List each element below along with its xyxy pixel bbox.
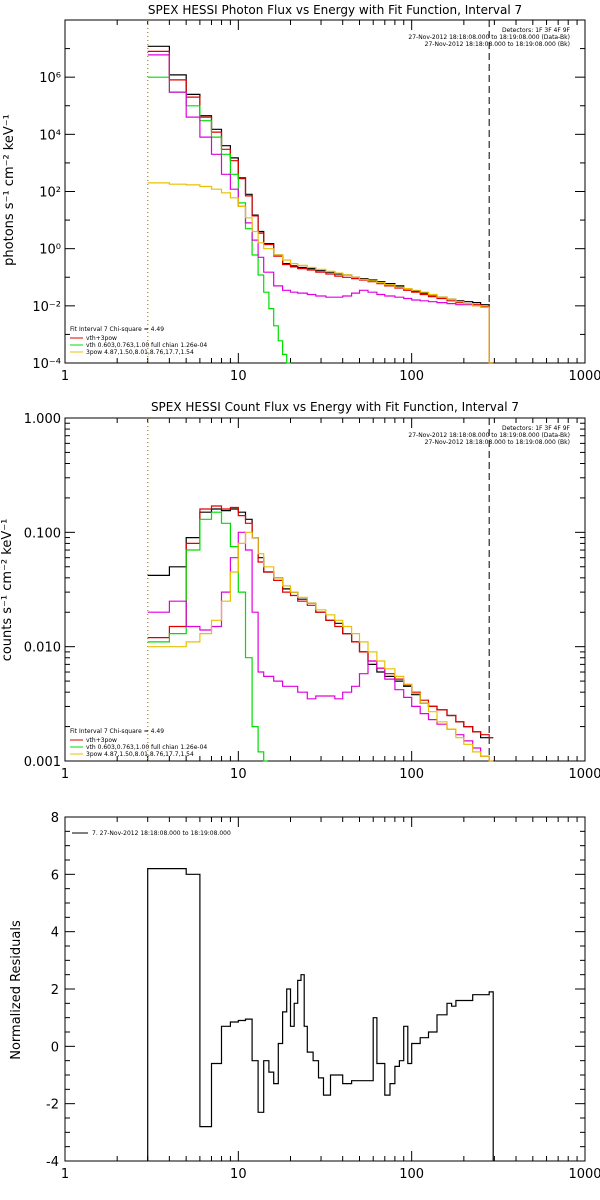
x-tick-label: 10	[230, 1167, 247, 1182]
x-tick-label: 100	[399, 767, 424, 782]
info-bk: 27-Nov-2012 18:18:08.000 to 18:19:08.000…	[425, 41, 570, 48]
fit-legend-model: vth+3pow	[86, 737, 117, 744]
y-tick-label: 1.000	[24, 412, 61, 427]
info-detectors: Detectors: 1F 3F 4F 9F	[502, 425, 571, 432]
count-flux-ylabel: counts s⁻¹ cm⁻² keV⁻¹	[0, 519, 15, 662]
y-tick-label: 0.100	[24, 526, 61, 541]
y-tick-label: 10⁻⁴	[32, 357, 61, 372]
y-tick-label: 0	[51, 1040, 59, 1055]
fit-legend-header: Fit Interval 7 Chi-square = 4.49	[70, 728, 164, 735]
y-tick-label: -4	[46, 1155, 59, 1170]
y-tick-label: -2	[46, 1098, 59, 1113]
y-tick-label: 0.001	[24, 755, 61, 770]
info-data-bk: 27-Nov-2012 18:18:08.000 to 18:19:08.000…	[408, 34, 570, 41]
fit-legend-3pow: 3pow 4.87,1.50,8.01,8.76,17.7,1.54	[86, 349, 194, 356]
series-line-4	[147, 531, 494, 762]
x-tick-label: 100	[399, 1167, 424, 1182]
x-tick-label: 1	[61, 369, 69, 384]
count-flux-panel: SPEX HESSI Count Flux vs Energy with Fit…	[0, 400, 600, 782]
info-bk: 27-Nov-2012 18:18:08.000 to 18:19:08.000…	[425, 439, 570, 446]
x-tick-label: 1000	[568, 1167, 600, 1182]
residuals-legend-label: 7. 27-Nov-2012 18:18:08.000 to 18:19:08.…	[92, 830, 231, 837]
photon-flux-panel: SPEX HESSI Photon Flux vs Energy with Fi…	[2, 3, 600, 384]
x-tick-label: 1000	[568, 369, 600, 384]
x-tick-label: 1000	[568, 767, 600, 782]
x-tick-label: 100	[399, 369, 424, 384]
series-line-0	[147, 45, 494, 364]
y-tick-label: 2	[51, 983, 59, 998]
y-tick-label: 10²	[39, 186, 61, 201]
photon-flux-ylabel: photons s⁻¹ cm⁻² keV⁻¹	[2, 114, 17, 266]
x-tick-label: 10	[230, 767, 247, 782]
fit-legend-vth: vth 0.603,0.763,1.00 full chian 1.26e-04	[86, 744, 207, 751]
plot-frame	[64, 19, 586, 364]
series-line-1	[147, 505, 494, 739]
fit-legend-model: vth+3pow	[86, 335, 117, 342]
plot-frame	[64, 816, 586, 1162]
series-line-2	[147, 511, 268, 762]
residuals-panel: Normalized Residuals 1 10 100 1000 -4 -2 0 2 4 6 8…	[9, 811, 600, 1182]
series-line-3	[147, 531, 494, 762]
residuals-ylabel: Normalized Residuals	[9, 920, 24, 1060]
photon-flux-title: SPEX HESSI Photon Flux vs Energy with Fi…	[148, 3, 522, 17]
series-line-0	[147, 868, 494, 1161]
fit-legend-header: Fit Interval 7 Chi-square = 4.49	[70, 326, 164, 333]
info-detectors: Detectors: 1F 3F 4F 9F	[502, 27, 571, 34]
y-tick-label: 0.010	[24, 641, 61, 656]
y-tick-label: 10⁰	[39, 243, 61, 258]
plot-frame	[64, 417, 586, 762]
y-tick-label: 4	[51, 926, 59, 941]
info-data-bk: 27-Nov-2012 18:18:08.000 to 18:19:08.000…	[408, 432, 570, 439]
x-tick-label: 1	[61, 1167, 69, 1182]
count-flux-title: SPEX HESSI Count Flux vs Energy with Fit…	[151, 400, 519, 414]
y-tick-label: 6	[51, 868, 59, 883]
x-tick-label: 1	[61, 767, 69, 782]
y-tick-label: 10⁻²	[32, 300, 61, 315]
fit-legend-3pow: 3pow 4.87,1.50,8.01,8.76,17.7,1.54	[86, 751, 194, 758]
series-line-2	[147, 76, 291, 364]
series-line-4	[147, 182, 494, 364]
x-tick-label: 10	[230, 369, 247, 384]
y-tick-label: 10⁴	[39, 128, 61, 143]
series-line-1	[147, 50, 494, 364]
series-line-3	[147, 54, 494, 364]
y-tick-label: 8	[51, 811, 59, 826]
y-tick-label: 10⁶	[39, 71, 61, 86]
fit-legend-vth: vth 0.603,0.763,1.00 full chian 1.26e-04	[86, 342, 207, 349]
